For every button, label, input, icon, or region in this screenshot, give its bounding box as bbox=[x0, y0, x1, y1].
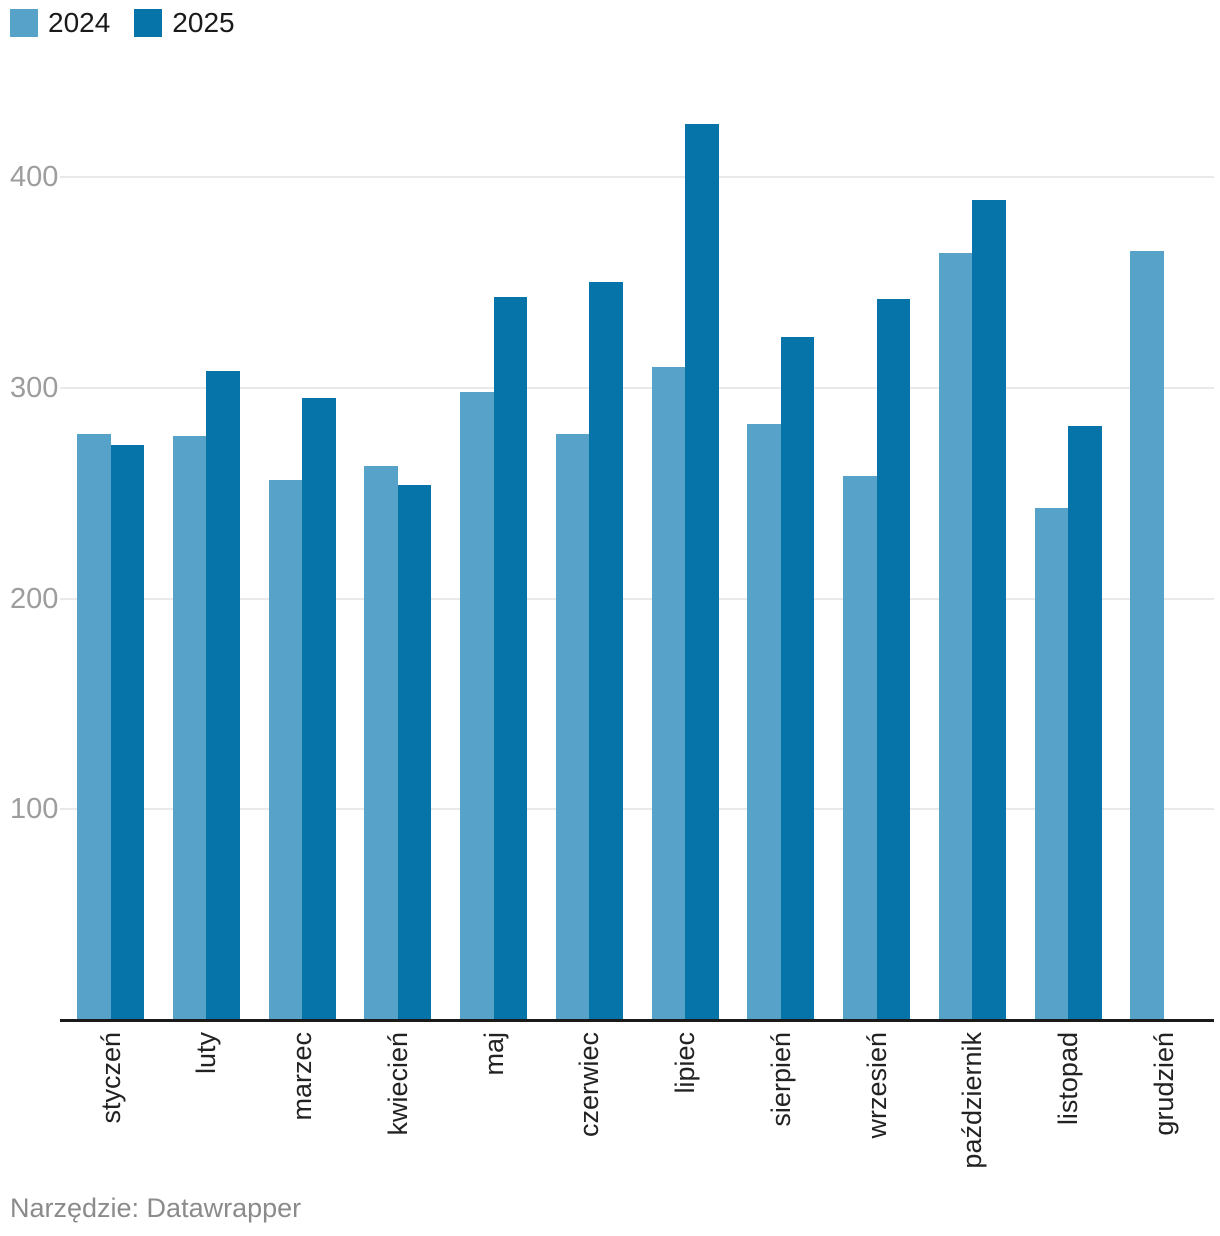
legend-swatch-2024-icon bbox=[10, 9, 38, 37]
x-axis-tick-label: kwiecień bbox=[382, 1032, 413, 1136]
bar-2024-luty[interactable] bbox=[172, 436, 207, 1020]
bar-2025-listopad[interactable] bbox=[1068, 425, 1102, 1020]
x-axis-tick-label: lipiec bbox=[670, 1032, 701, 1094]
bar-2025-kwiecień[interactable] bbox=[397, 484, 432, 1020]
bar-2025-czerwiec[interactable] bbox=[589, 282, 623, 1020]
legend-label-2025: 2025 bbox=[172, 7, 235, 38]
bar-2024-marzec[interactable] bbox=[268, 480, 303, 1020]
y-axis-tick-label: 400 bbox=[10, 161, 59, 193]
legend-item-2024: 2024 bbox=[10, 8, 110, 38]
bar-2024-październik[interactable] bbox=[938, 252, 973, 1020]
bar-2025-wrzesień[interactable] bbox=[876, 299, 911, 1020]
x-axis-tick-label: sierpień bbox=[765, 1032, 796, 1127]
legend-label-2024: 2024 bbox=[48, 7, 111, 38]
y-gridline bbox=[60, 386, 1214, 389]
x-axis-tick-label: luty bbox=[191, 1032, 222, 1075]
bar-2025-lipiec[interactable] bbox=[685, 124, 719, 1020]
y-axis-tick-label: 100 bbox=[10, 793, 59, 826]
x-axis-tick-label: marzec bbox=[287, 1032, 318, 1121]
legend-item-2025: 2025 bbox=[134, 7, 235, 38]
bar-2024-grudzień[interactable] bbox=[1130, 250, 1164, 1020]
bar-2024-wrzesień[interactable] bbox=[843, 476, 877, 1020]
x-axis-tick-label: czerwiec bbox=[574, 1032, 605, 1138]
x-axis-tick-label: listopad bbox=[1053, 1032, 1084, 1126]
bar-2025-styczeń[interactable] bbox=[110, 444, 144, 1020]
bar-2025-marzec[interactable] bbox=[302, 398, 336, 1020]
bar-2024-listopad[interactable] bbox=[1034, 507, 1069, 1020]
legend-swatch-2025-icon bbox=[134, 9, 163, 37]
bar-2024-kwiecień[interactable] bbox=[364, 465, 398, 1020]
y-axis-tick-label: 200 bbox=[10, 582, 59, 615]
bar-2024-maj[interactable] bbox=[460, 391, 494, 1020]
x-axis-tick-label: październik bbox=[957, 1032, 988, 1169]
bar-2024-styczeń[interactable] bbox=[77, 434, 111, 1020]
y-axis-tick-label: 300 bbox=[10, 371, 59, 404]
x-axis-line bbox=[60, 1019, 1214, 1022]
x-axis-tick-label: grudzień bbox=[1148, 1032, 1179, 1136]
x-axis-tick-label: maj bbox=[478, 1032, 509, 1076]
bar-2025-maj[interactable] bbox=[493, 297, 528, 1020]
footer-source-note: Narzędzie: Datawrapper bbox=[10, 1193, 302, 1223]
bar-2024-sierpień[interactable] bbox=[747, 423, 781, 1020]
bar-2024-lipiec[interactable] bbox=[651, 366, 686, 1020]
y-gridline bbox=[60, 176, 1214, 178]
y-gridline bbox=[60, 808, 1214, 811]
bar-2025-luty[interactable] bbox=[206, 370, 240, 1020]
bar-2025-październik[interactable] bbox=[972, 200, 1006, 1020]
x-axis-tick-label: styczeń bbox=[95, 1032, 126, 1124]
bar-2025-sierpień[interactable] bbox=[780, 337, 815, 1020]
x-axis-tick-label: wrzesień bbox=[861, 1032, 892, 1139]
y-gridline bbox=[60, 597, 1214, 600]
chart-legend: 2024 2025 bbox=[10, 8, 235, 38]
bar-2024-czerwiec[interactable] bbox=[555, 434, 590, 1020]
